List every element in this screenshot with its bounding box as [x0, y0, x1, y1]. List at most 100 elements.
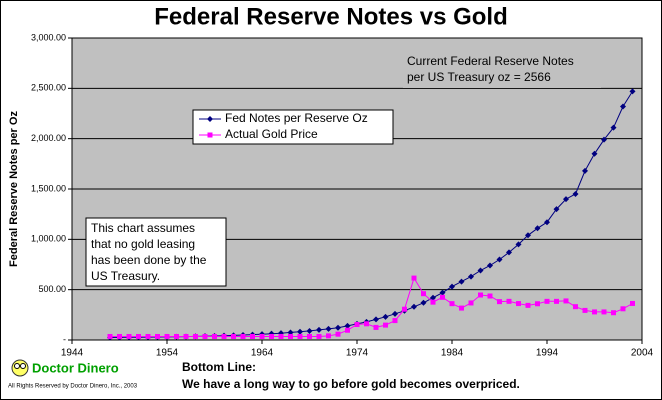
y-tick-label: 2,000.00 — [31, 133, 66, 143]
y-tick-label: - — [63, 334, 66, 344]
marker — [487, 293, 493, 299]
legend — [192, 109, 394, 145]
marker — [458, 278, 465, 285]
marker — [544, 219, 550, 226]
logo-eye — [14, 363, 20, 369]
marker — [630, 300, 635, 306]
marker — [582, 167, 588, 174]
marker — [183, 333, 189, 339]
marker — [477, 267, 484, 274]
marker — [449, 301, 455, 307]
marker — [306, 327, 313, 334]
marker — [345, 327, 350, 333]
annotation-box — [85, 217, 227, 287]
marker — [278, 333, 284, 339]
logo — [11, 359, 29, 377]
marker — [207, 116, 213, 122]
x-tick-label: 1984 — [441, 348, 464, 359]
x-tick-label: 1944 — [61, 348, 84, 359]
marker — [439, 289, 446, 296]
marker — [440, 294, 445, 300]
marker — [221, 333, 227, 339]
marker — [117, 333, 122, 339]
marker — [610, 124, 617, 131]
marker — [364, 321, 369, 327]
y-axis-label: Federal Reserve Notes per Oz — [8, 111, 20, 267]
marker — [212, 333, 217, 339]
annotation: that no gold leasing — [91, 237, 195, 251]
marker — [297, 333, 303, 339]
chart-title: Federal Reserve Notes vs Gold — [154, 3, 507, 30]
copyright: All Rights Reserved by Doctor Dinero, In… — [8, 384, 138, 390]
marker — [516, 301, 521, 307]
marker — [496, 256, 503, 263]
marker — [164, 333, 170, 339]
marker — [107, 333, 113, 339]
marker — [563, 196, 569, 203]
marker — [373, 316, 379, 323]
marker — [202, 333, 208, 339]
y-tick-label: 500.00 — [38, 284, 66, 294]
marker — [297, 328, 303, 335]
marker — [240, 333, 246, 339]
marker — [459, 305, 464, 311]
x-tick-label: 1964 — [251, 348, 274, 359]
y-tick-label: 1,500.00 — [31, 183, 66, 193]
marker — [573, 304, 578, 310]
marker — [563, 298, 569, 304]
marker — [535, 301, 540, 307]
marker — [207, 132, 213, 138]
marker — [307, 333, 312, 339]
bottom-line-text: We have a long way to go before gold bec… — [182, 377, 520, 391]
marker — [231, 333, 236, 339]
marker — [478, 292, 483, 298]
marker — [402, 306, 407, 312]
marker — [325, 325, 332, 332]
marker — [572, 191, 579, 198]
x-tick-label: 1994 — [536, 348, 559, 359]
marker — [534, 225, 541, 232]
marker — [544, 298, 550, 304]
annotation-box — [403, 52, 601, 88]
marker — [468, 300, 474, 306]
marker — [193, 333, 198, 339]
y-tick-label: 2,500.00 — [31, 83, 66, 93]
marker — [601, 136, 607, 143]
marker — [554, 298, 559, 304]
marker — [525, 302, 531, 308]
marker — [553, 206, 560, 213]
marker — [487, 262, 493, 269]
y-tick-label: 3,000.00 — [31, 32, 66, 42]
marker — [525, 232, 531, 239]
marker — [287, 329, 294, 336]
marker — [354, 321, 360, 327]
marker — [155, 333, 160, 339]
marker — [601, 309, 607, 315]
marker — [316, 333, 322, 339]
x-tick-label: 2004 — [631, 348, 654, 359]
x-tick-label: 1974 — [346, 348, 369, 359]
annotation: US Treasury. — [91, 269, 160, 283]
marker — [288, 333, 293, 339]
annotation: Current Federal Reserve Notes — [407, 54, 574, 68]
marker — [582, 307, 588, 313]
marker — [382, 313, 389, 320]
bottom-line-title: Bottom Line: — [182, 360, 256, 374]
marker — [620, 103, 626, 110]
marker — [335, 331, 341, 337]
marker — [250, 333, 255, 339]
marker — [326, 333, 331, 339]
marker — [420, 299, 427, 306]
marker — [344, 322, 351, 329]
marker — [468, 273, 474, 280]
legend-label: Fed Notes per Reserve Oz — [225, 111, 368, 125]
marker — [629, 88, 636, 95]
logo-face — [11, 359, 29, 377]
marker — [392, 318, 398, 324]
legend-label: Actual Gold Price — [225, 127, 318, 141]
marker — [126, 333, 132, 339]
marker — [430, 299, 436, 305]
marker — [591, 150, 598, 157]
marker — [383, 322, 388, 328]
